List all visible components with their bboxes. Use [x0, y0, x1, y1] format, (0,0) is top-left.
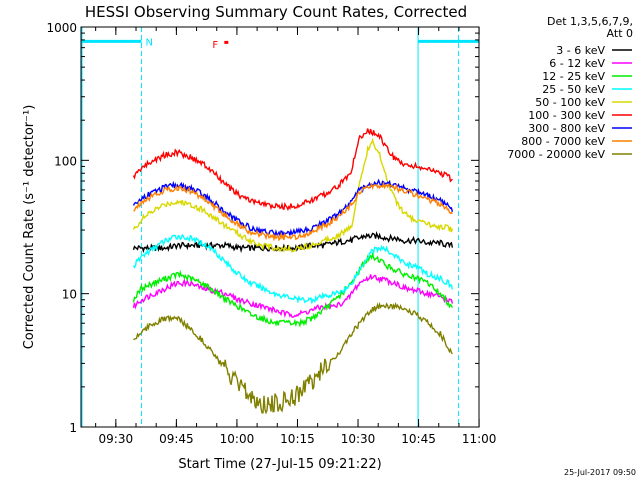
x-tick-label: 10:45 [401, 432, 436, 446]
flare-label: F [212, 40, 218, 51]
legend-label: 3 - 6 keV [556, 44, 605, 57]
legend-label: 25 - 50 keV [542, 83, 605, 96]
x-tick-label: 09:30 [99, 432, 134, 446]
series-line-1 [132, 274, 454, 319]
y-tick-label: 1000 [46, 21, 77, 35]
y-tick-label: 100 [54, 154, 77, 168]
legend-label: 6 - 12 keV [549, 57, 605, 70]
y-axis: 1 10 100 1000 [46, 21, 479, 435]
series-line-7 [133, 180, 453, 242]
legend-label: 300 - 800 keV [528, 122, 605, 135]
y-tick-label: 10 [62, 288, 77, 302]
series-line-4 [132, 137, 454, 254]
legend-label: 100 - 300 keV [528, 109, 605, 122]
series-line-8 [133, 301, 453, 415]
series-layer [132, 128, 454, 415]
chart-title: HESSI Observing Summary Count Rates, Cor… [85, 3, 467, 21]
x-tick-label: 11:00 [462, 432, 497, 446]
x-tick-label: 10:30 [341, 432, 376, 446]
x-axis: 09:30 09:45 10:00 10:15 10:30 10:45 11:00 [95, 27, 497, 446]
legend-header-line-1: Det 1,3,5,6,7,9, [547, 15, 633, 28]
y-tick-label: 1 [69, 421, 77, 435]
x-axis-label: Start Time (27-Jul-15 09:21:22) [178, 457, 381, 472]
series-line-6 [132, 178, 454, 239]
legend-label: 800 - 7000 keV [521, 135, 605, 148]
legend-header-line-2: Att 0 [607, 27, 633, 40]
flare-marker [224, 40, 229, 44]
y-axis-label: Corrected Count Rate (s⁻¹ detector⁻¹) [22, 105, 37, 350]
x-tick-label: 10:15 [280, 432, 315, 446]
series-line-0 [132, 231, 454, 254]
series-line-2 [132, 251, 454, 328]
legend-label: 50 - 100 keV [535, 96, 605, 109]
night-label: N [146, 37, 153, 48]
plot-frame [80, 26, 480, 428]
series-line-5 [132, 128, 453, 212]
legend-label: 7000 - 20000 keV [507, 148, 605, 161]
legend-label: 12 - 25 keV [542, 70, 605, 83]
series-line-3 [132, 233, 454, 305]
x-tick-label: 09:45 [159, 432, 194, 446]
x-tick-label: 10:00 [220, 432, 255, 446]
footer-timestamp: 25-Jul-2017 09:50 [564, 468, 636, 477]
